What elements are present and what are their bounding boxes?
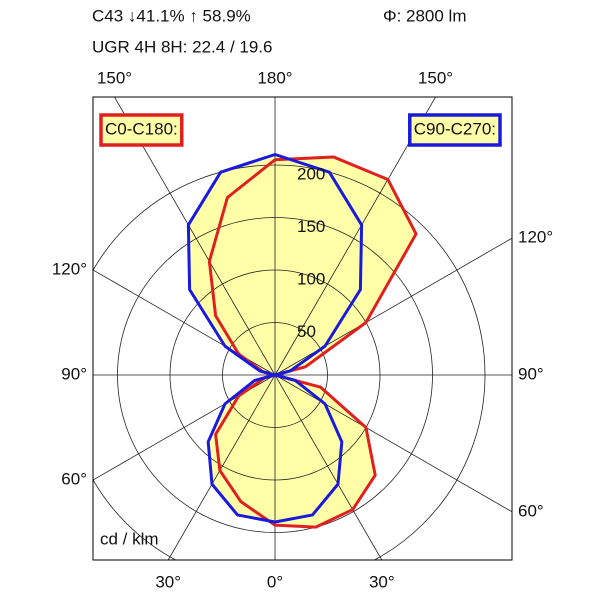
angle-label: 90° [61,364,87,383]
intensity-curve [207,155,418,529]
angle-label: 120° [52,259,87,278]
legend-box [408,113,502,147]
angle-label: 150° [97,68,132,87]
header-lumens: Φ: 2800 lm [383,6,467,25]
header-ugr: UGR 4H 8H: 22.4 / 19.6 [92,37,272,56]
legend-box [99,113,184,147]
angle-line [274,374,383,560]
plot-frame [92,96,513,561]
angle-label: 180° [257,68,292,87]
angle-label: 60° [518,501,544,520]
legend-item: C90-C270: [408,113,502,147]
angle-label: 120° [518,228,553,247]
angle-label: 0° [267,572,283,591]
legend-item: C0-C180: [99,113,184,147]
header-flux-split: C43 ↓41.1% ↑ 58.9% [92,6,251,25]
angle-label: 30° [369,572,395,591]
angle-label: 30° [155,572,181,591]
intensity-curve [186,153,364,524]
radial-tick-label: 100 [297,269,325,288]
angle-line [167,374,276,560]
angle-label: 60° [61,470,87,489]
radial-tick-label: 150 [297,217,325,236]
radial-tick-label: 50 [297,322,316,341]
legend-label: C0-C180: [105,119,178,138]
angle-label: 90° [518,364,544,383]
legend-label: C90-C270: [414,119,496,138]
radial-tick-label: 200 [297,164,325,183]
angle-label: 150° [418,68,453,87]
unit-label: cd / klm [100,529,159,548]
angle-line [274,374,512,513]
plot-area [93,97,512,560]
